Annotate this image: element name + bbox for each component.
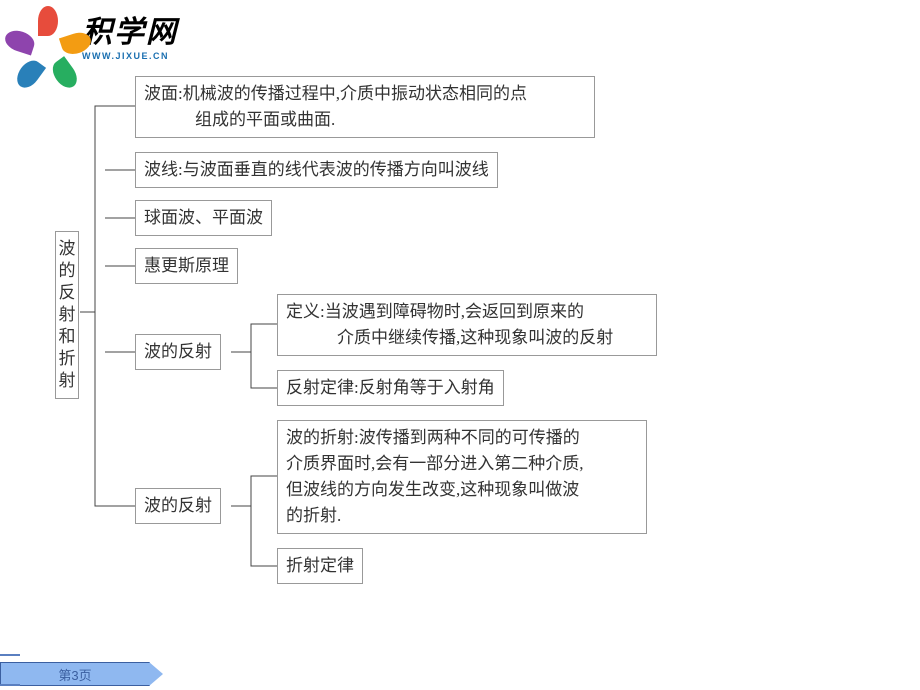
logo-main-text: 积学网 (82, 7, 178, 51)
page-indicator: 第3页 (0, 662, 150, 686)
site-logo: 积学网 WWW.JIXUE.CN (20, 6, 178, 62)
logo-swirl-icon (20, 6, 76, 62)
tree-connectors (55, 76, 755, 636)
logo-url-text: WWW.JIXUE.CN (82, 51, 178, 61)
page-number-tab: 第3页 (0, 662, 150, 686)
